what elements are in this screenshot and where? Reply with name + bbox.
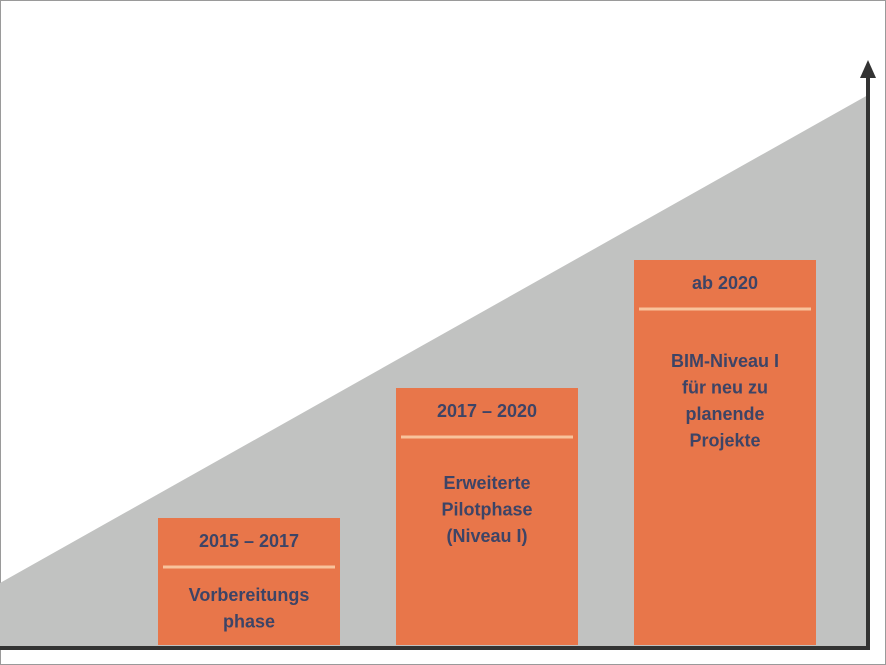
phase-box — [396, 388, 578, 645]
phase-period: 2017 – 2020 — [437, 401, 537, 421]
phase-label: Pilotphase — [441, 499, 532, 519]
phase-label: planende — [685, 404, 764, 424]
phase-label: Vorbereitungs — [189, 585, 310, 605]
phase-label: Erweiterte — [443, 473, 530, 493]
phases: 2015 – 2017 Vorbereitungs phase 2017 – 2020… — [158, 260, 816, 645]
phase-label: Projekte — [689, 430, 760, 450]
phase-label: BIM-Niveau I — [671, 351, 779, 371]
phase-label: phase — [223, 611, 275, 631]
phase-box — [158, 518, 340, 645]
phase-label: (Niveau I) — [446, 526, 527, 546]
phase-box — [634, 260, 816, 645]
phase-period: ab 2020 — [692, 273, 758, 293]
phase-period: 2015 – 2017 — [199, 531, 299, 551]
phase-label: für neu zu — [682, 377, 768, 397]
axis-arrow — [860, 60, 876, 78]
